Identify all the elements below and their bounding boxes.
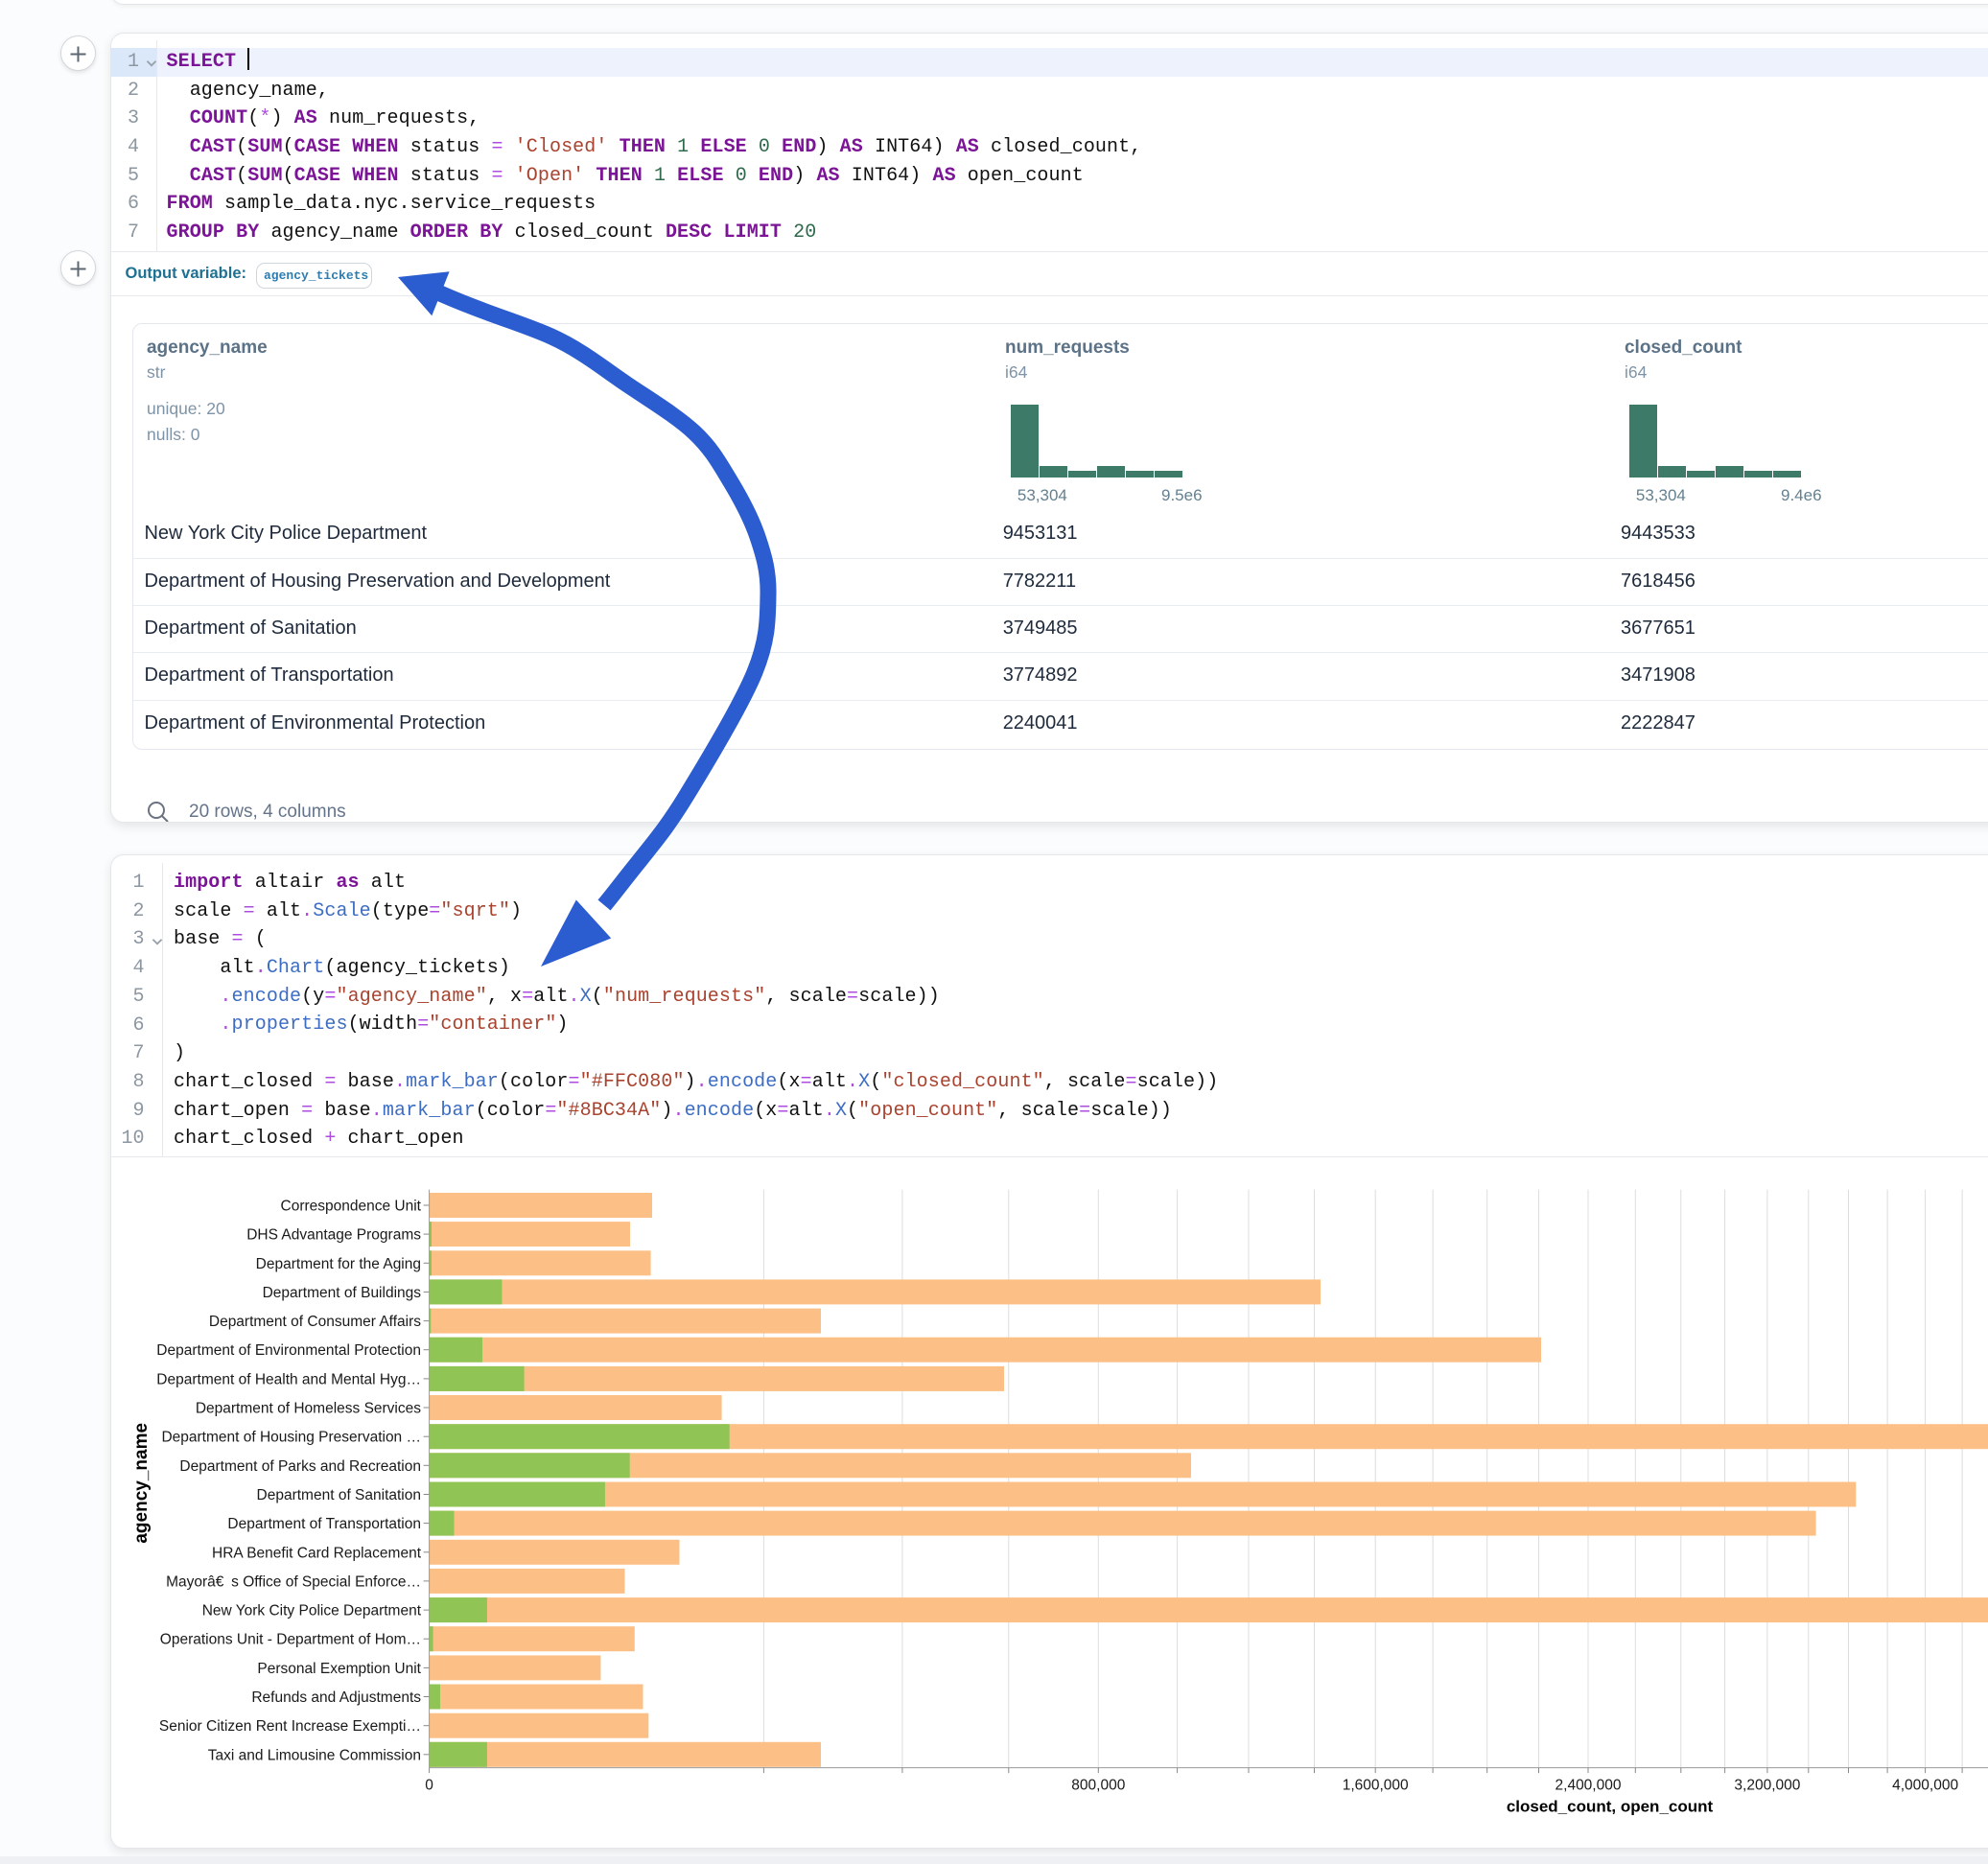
svg-text:Department of Consumer Affairs: Department of Consumer Affairs xyxy=(209,1314,421,1330)
svg-text:agency_name: agency_name xyxy=(131,1423,152,1544)
svg-text:Department of Transportation: Department of Transportation xyxy=(227,1516,421,1532)
svg-text:New York City Police Departmen: New York City Police Department xyxy=(202,1603,422,1619)
svg-text:HRA Benefit Card Replacement: HRA Benefit Card Replacement xyxy=(212,1546,422,1562)
svg-text:Department of Homeless Service: Department of Homeless Services xyxy=(196,1401,421,1417)
svg-text:Mayorâ€ s Office of Special En: Mayorâ€ s Office of Special Enforce… xyxy=(166,1574,421,1591)
svg-text:Department of Sanitation: Department of Sanitation xyxy=(257,1487,421,1503)
svg-text:Refunds and Adjustments: Refunds and Adjustments xyxy=(251,1689,421,1706)
svg-text:Department for the Aging: Department for the Aging xyxy=(256,1256,421,1272)
svg-text:3,200,000: 3,200,000 xyxy=(1734,1778,1800,1794)
svg-text:Department of Environmental Pr: Department of Environmental Protection xyxy=(156,1343,421,1360)
svg-text:Senior Citizen Rent Increase E: Senior Citizen Rent Increase Exempti… xyxy=(159,1719,421,1736)
svg-text:Department of Buildings: Department of Buildings xyxy=(263,1285,422,1301)
svg-text:Taxi and Limousine Commission: Taxi and Limousine Commission xyxy=(208,1748,421,1764)
svg-text:closed_count, open_count: closed_count, open_count xyxy=(1507,1798,1714,1816)
svg-text:Department of Housing Preserva: Department of Housing Preservation … xyxy=(161,1430,421,1446)
svg-text:Department of Health and Menta: Department of Health and Mental Hyg… xyxy=(156,1372,421,1388)
svg-text:800,000: 800,000 xyxy=(1071,1778,1125,1794)
svg-text:1,600,000: 1,600,000 xyxy=(1343,1778,1409,1794)
svg-text:DHS Advantage Programs: DHS Advantage Programs xyxy=(246,1227,421,1244)
svg-text:Department of Parks and Recrea: Department of Parks and Recreation xyxy=(179,1458,421,1475)
svg-text:2,400,000: 2,400,000 xyxy=(1555,1778,1622,1794)
svg-text:Correspondence Unit: Correspondence Unit xyxy=(281,1199,422,1215)
svg-text:Personal Exemption Unit: Personal Exemption Unit xyxy=(257,1661,421,1677)
svg-text:Operations Unit - Department o: Operations Unit - Department of Hom… xyxy=(160,1632,421,1648)
svg-text:0: 0 xyxy=(425,1778,433,1794)
svg-text:4,000,000: 4,000,000 xyxy=(1892,1778,1958,1794)
